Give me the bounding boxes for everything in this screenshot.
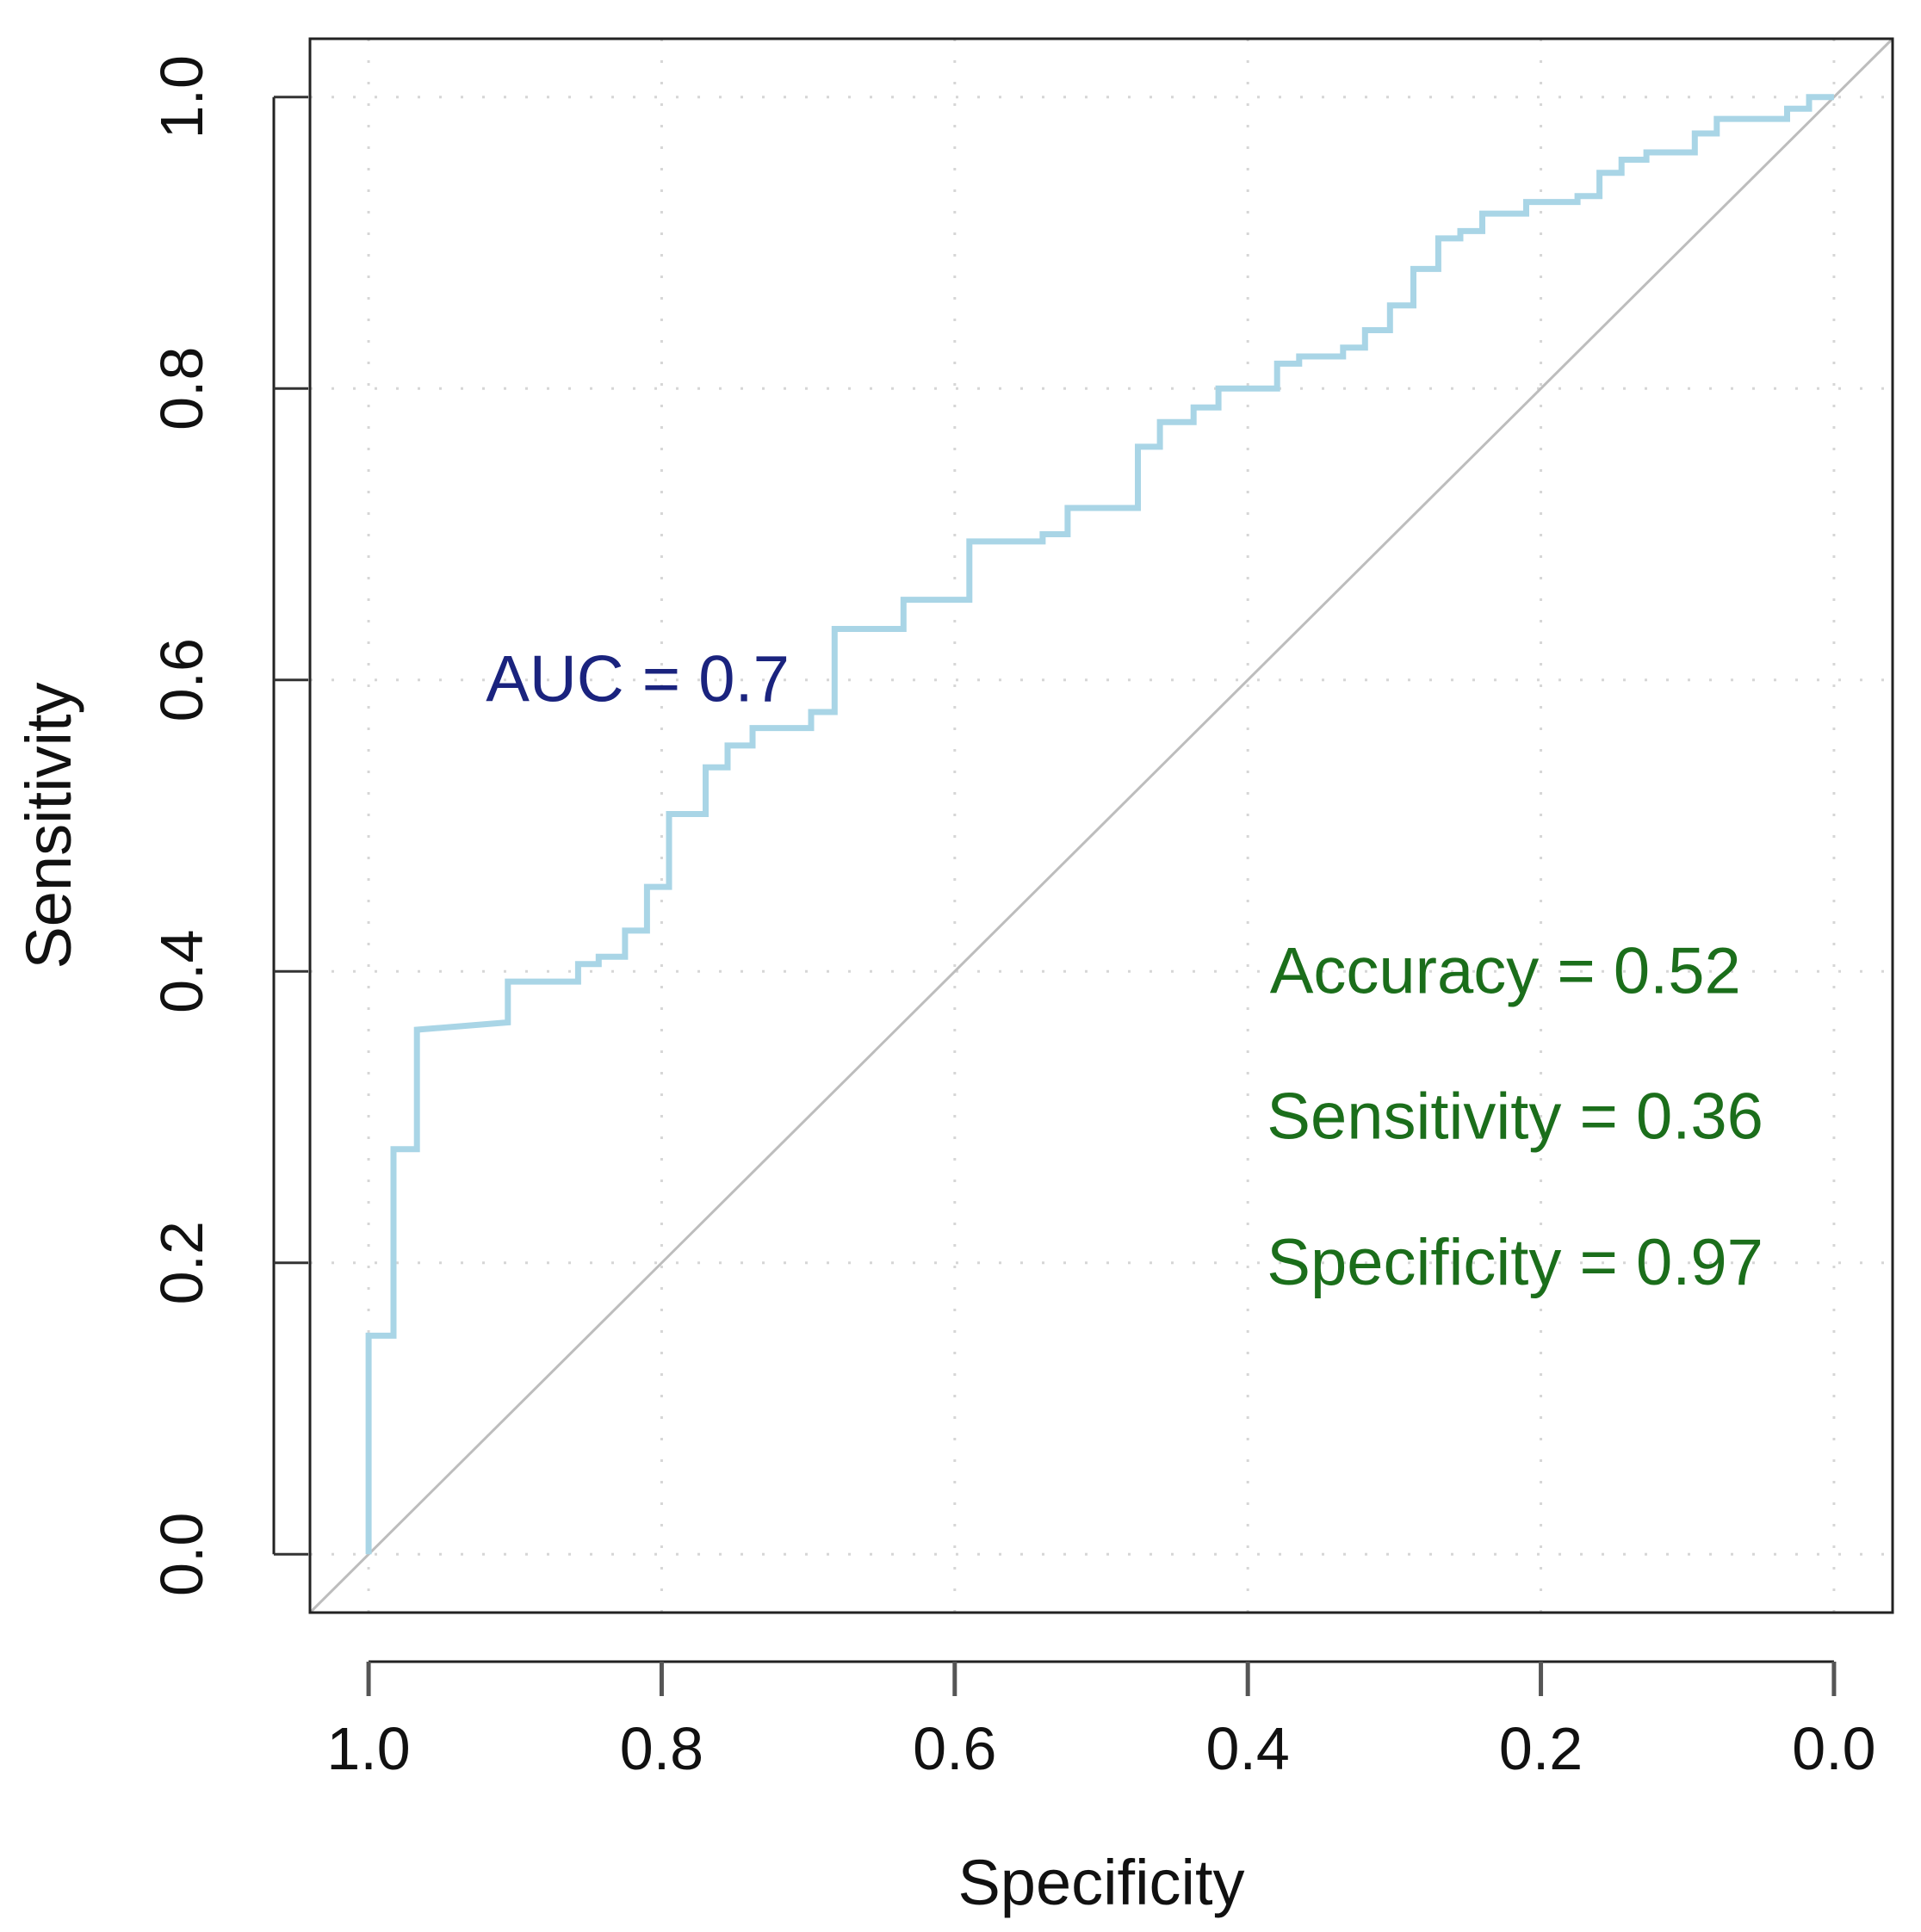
roc-curve-line	[365, 94, 1834, 1555]
x-axis: 1.0 0.8 0.6 0.4 0.2 0.0	[326, 1660, 1876, 1782]
y-tick-label-5: 1.0	[148, 55, 215, 139]
y-tick-label-2: 0.4	[148, 930, 215, 1013]
x-tick-label-5: 0.0	[1792, 1715, 1875, 1782]
x-tick-label-0: 1.0	[326, 1715, 410, 1782]
y-tick-label-4: 0.8	[148, 347, 215, 430]
chart-annotations: AUC = 0.7 Accuracy = 0.52 Sensitivity = 0.…	[486, 643, 1763, 1299]
annotation-0: AUC = 0.7	[486, 643, 790, 716]
x-tick-label-3: 0.4	[1206, 1715, 1290, 1782]
annotation-2: Sensitivity = 0.36	[1267, 1081, 1763, 1154]
x-tick-label-2: 0.6	[913, 1715, 996, 1782]
reference-diagonal-line	[308, 37, 1894, 1614]
plot-frame	[308, 37, 1894, 1614]
y-tick-label-3: 0.6	[148, 638, 215, 721]
y-axis-title: Sensitivity	[13, 682, 84, 969]
annotation-3: Specificity = 0.97	[1267, 1226, 1763, 1299]
x-tick-label-4: 0.2	[1499, 1715, 1583, 1782]
y-tick-label-0: 0.0	[148, 1513, 215, 1596]
y-axis: 0.0 0.2 0.4 0.6 0.8 1.0	[148, 55, 308, 1596]
annotation-1: Accuracy = 0.52	[1270, 934, 1741, 1007]
x-tick-label-1: 0.8	[620, 1715, 703, 1782]
y-tick-label-1: 0.2	[148, 1221, 215, 1304]
x-axis-title: Specificity	[957, 1847, 1244, 1918]
